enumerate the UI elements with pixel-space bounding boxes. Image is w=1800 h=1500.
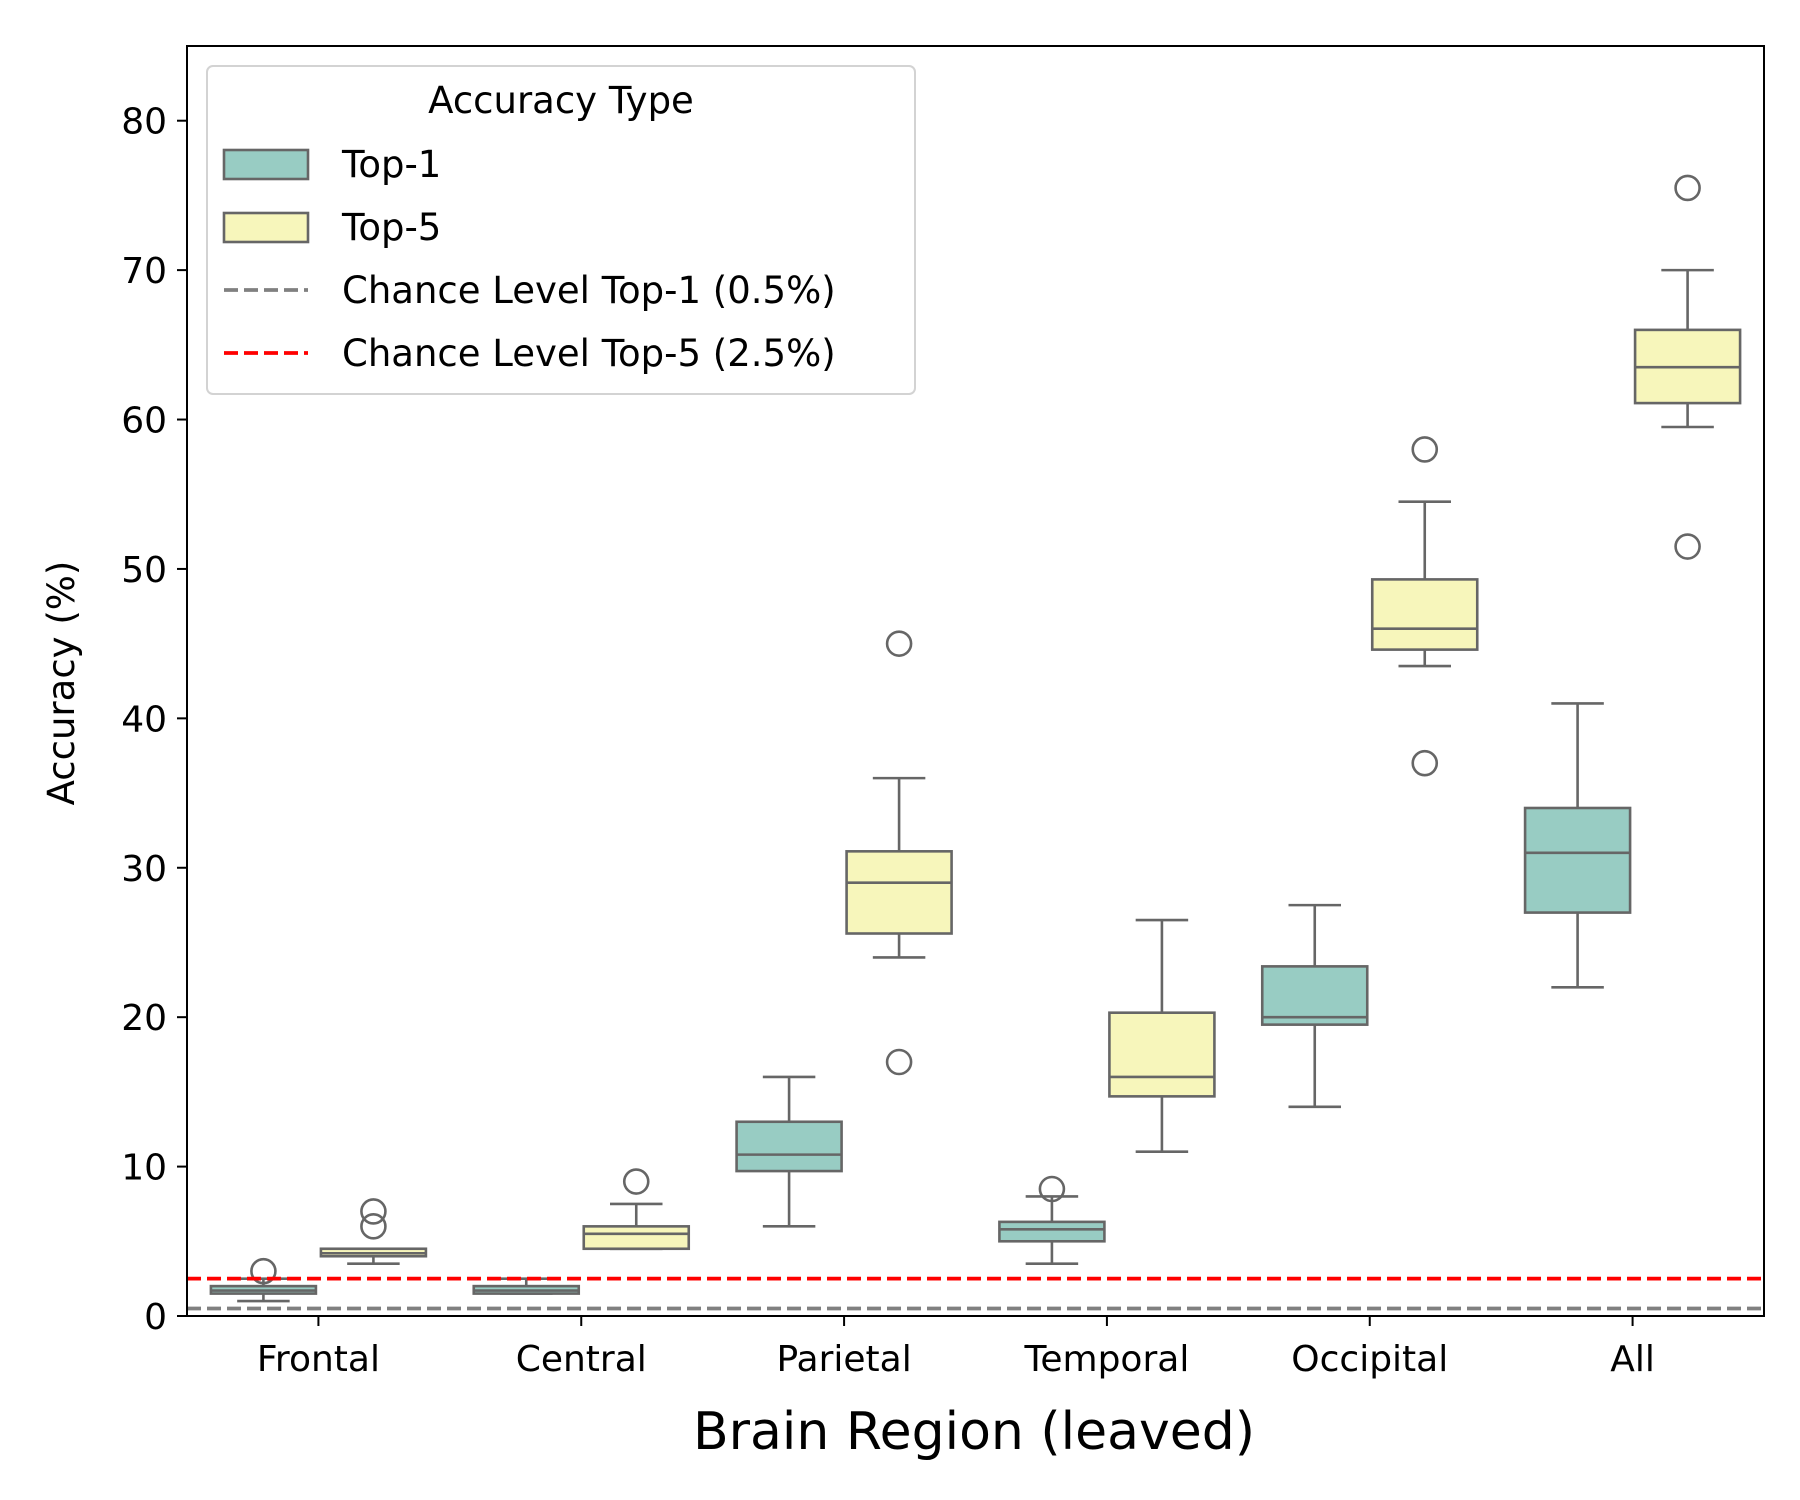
axes: 0 10 20 30 40 50 60 70 80 Frontal Central Parietal T… [121,45,1765,1380]
box-iqr [582,1225,691,1251]
legend-title: Accuracy Type [428,79,694,122]
x-tick-label: Frontal [257,1339,380,1380]
x-axis-title: Brain Region (leaved) [693,1402,1255,1462]
outlier-point [1411,436,1439,463]
outlier-point [1674,174,1701,202]
y-tick-label: 50 [121,550,167,591]
legend-label: Top-1 [341,143,441,186]
y-tick-label: 40 [121,699,167,740]
box-all [1523,702,1632,989]
box-iqr [998,1220,1106,1243]
legend-swatch-top-5 [222,211,310,244]
series-top-5 [319,174,1742,1266]
x-tick-label: Temporal [1023,1339,1189,1380]
outlier-point [885,1048,913,1076]
legend-frame [206,65,916,395]
y-axis-title: Accuracy (%) [40,561,83,806]
box-iqr [1108,1011,1216,1098]
outlier-point [885,630,913,657]
box-iqr [845,850,953,935]
x-tick-label: Central [516,1339,647,1380]
y-tick-label: 20 [121,998,167,1039]
outlier-point [360,1198,387,1225]
outlier-point [622,1168,650,1195]
box-iqr [1260,965,1369,1026]
box-occipital [1370,436,1479,777]
box-parietal [735,1075,843,1228]
box-central [582,1168,691,1251]
legend-swatch-top-1 [222,148,310,181]
x-tick-label: All [1610,1339,1655,1380]
box-occipital [1260,903,1369,1109]
y-tick-label: 80 [121,102,167,143]
box-iqr [735,1120,843,1173]
box-iqr [1370,578,1479,651]
series-top-1 [209,702,1632,1303]
box-central [472,1277,581,1295]
y-tick-label: 30 [121,849,167,890]
x-tick-label: Parietal [776,1339,911,1380]
y-tick-label: 0 [144,1297,167,1338]
outlier-point [1038,1175,1066,1203]
box-frontal [209,1257,318,1303]
y-tick-label: 10 [121,1148,167,1189]
legend-label: Chance Level Top-1 (0.5%) [342,269,836,312]
y-tick-label: 60 [121,401,167,442]
box-iqr [1523,806,1632,914]
outlier-point [250,1257,277,1285]
legend-label: Top-5 [341,206,441,249]
box-temporal [998,1175,1106,1266]
box-frontal [319,1198,428,1266]
plot-frame [186,45,1765,1317]
outlier-point [1674,533,1701,560]
box-all [1633,174,1742,560]
y-tick-label: 70 [121,251,167,292]
legend: Accuracy Type Top-1 Top-5 Chance Level Top-… [206,65,916,395]
outlier-point [1411,749,1439,777]
x-tick-label: Occipital [1291,1339,1448,1380]
plot-area [187,174,1764,1311]
legend-label: Chance Level Top-5 (2.5%) [342,332,836,375]
outlier-point [360,1213,387,1240]
box-parietal [845,630,953,1076]
box-temporal [1108,918,1216,1153]
